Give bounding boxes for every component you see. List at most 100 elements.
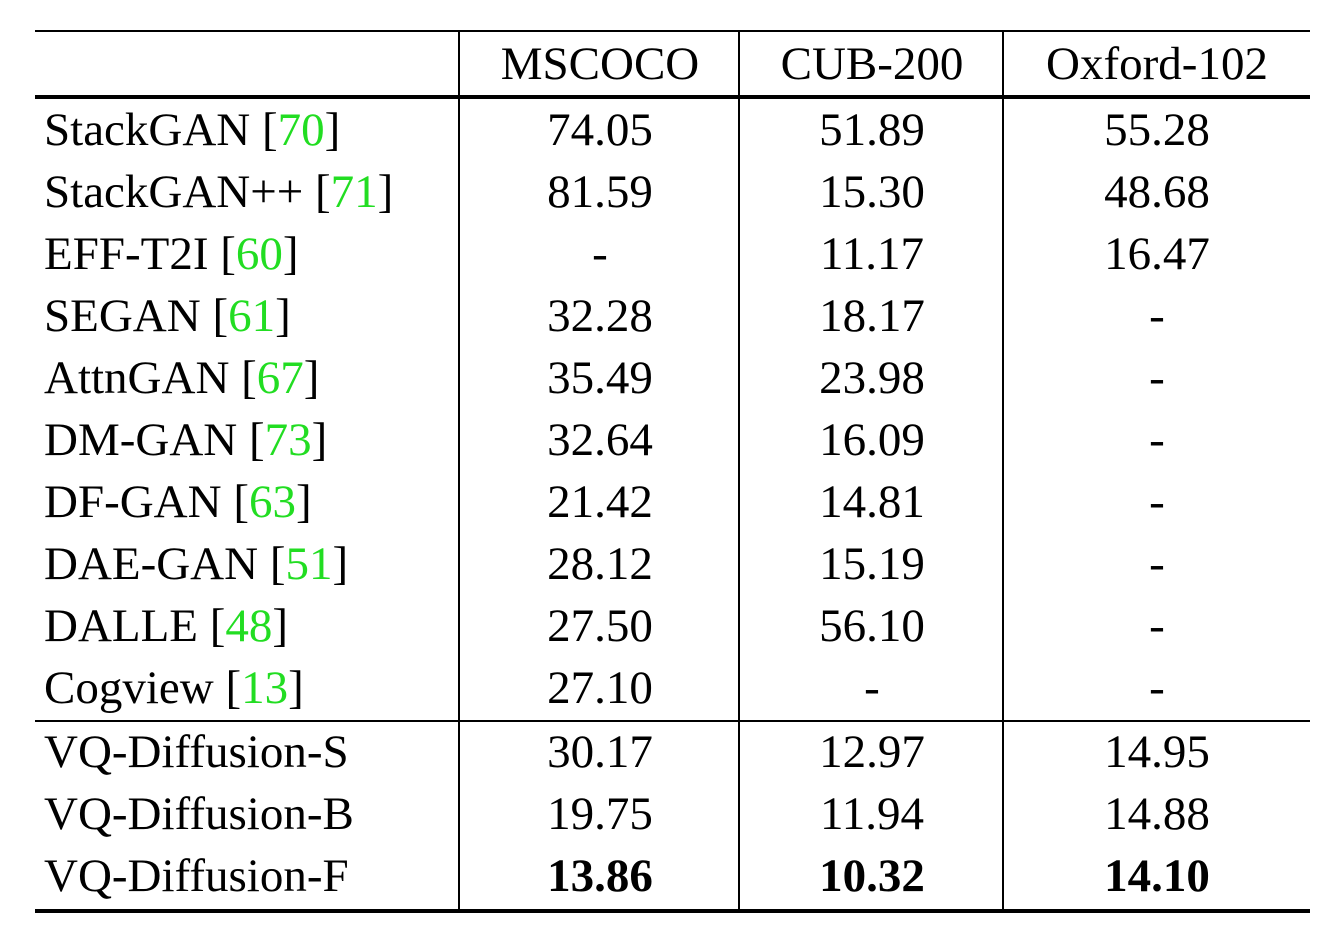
bracket-open: [ xyxy=(221,476,249,528)
cell-oxford: - xyxy=(1149,476,1165,528)
cell-mscoco: 21.42 xyxy=(547,476,653,528)
cell-cub: 23.98 xyxy=(819,352,925,404)
cell-oxford: 16.47 xyxy=(1104,228,1210,280)
method-name: VQ-Diffusion-B xyxy=(44,788,354,840)
cell-oxford: - xyxy=(1149,538,1165,590)
results-table: MSCOCO CUB-200 Oxford-102 StackGAN [70] 7… xyxy=(35,30,1310,914)
cell-mscoco: 30.17 xyxy=(547,726,653,778)
bracket-open: [ xyxy=(303,166,331,218)
cell-cub: 16.09 xyxy=(819,414,925,466)
citation-link[interactable]: 71 xyxy=(330,166,378,218)
citation-link[interactable]: 73 xyxy=(264,414,312,466)
cell-oxford: - xyxy=(1149,662,1165,714)
citation-link[interactable]: 70 xyxy=(277,104,325,156)
bracket-close: ] xyxy=(324,104,341,156)
method-name: StackGAN++ [71] xyxy=(44,161,393,223)
cell-cub: 12.97 xyxy=(819,726,925,778)
bracket-open: [ xyxy=(229,352,257,404)
bracket-open: [ xyxy=(258,538,286,590)
method-label: DM-GAN xyxy=(44,414,238,466)
method-name: DALLE [48] xyxy=(44,595,288,657)
method-name: EFF-T2I [60] xyxy=(44,223,299,285)
bracket-open: [ xyxy=(250,104,278,156)
cell-oxford: 55.28 xyxy=(1104,104,1210,156)
bracket-close: ] xyxy=(272,600,289,652)
cell-cub: 56.10 xyxy=(819,600,925,652)
bracket-close: ] xyxy=(275,290,291,342)
method-name: SEGAN [61] xyxy=(44,285,291,347)
cell-oxford: 14.10 xyxy=(1104,850,1210,902)
method-label: DF-GAN xyxy=(44,476,222,528)
col-divider-1 xyxy=(458,30,460,913)
cell-oxford: 14.95 xyxy=(1104,726,1210,778)
col-divider-2 xyxy=(738,30,740,913)
col-divider-3 xyxy=(1002,30,1004,99)
citation-link[interactable]: 67 xyxy=(256,352,304,404)
cell-cub: - xyxy=(864,662,880,714)
cell-mscoco: 35.49 xyxy=(547,352,653,404)
citation-link[interactable]: 60 xyxy=(235,228,283,280)
cell-oxford: - xyxy=(1149,290,1165,342)
citation-link[interactable]: 61 xyxy=(228,290,276,342)
cell-cub: 51.89 xyxy=(819,104,925,156)
cell-mscoco: 32.28 xyxy=(547,290,653,342)
cell-oxford: - xyxy=(1149,600,1165,652)
top-rule xyxy=(35,30,1310,32)
cell-cub: 11.17 xyxy=(819,228,924,280)
method-name: VQ-Diffusion-F xyxy=(44,850,349,902)
method-label: StackGAN++ xyxy=(44,166,304,218)
cell-oxford: 14.88 xyxy=(1104,788,1210,840)
cell-mscoco: 74.05 xyxy=(547,104,653,156)
bracket-close: ] xyxy=(295,476,312,528)
bracket-close: ] xyxy=(303,352,320,404)
header-oxford-102: Oxford-102 xyxy=(1046,38,1268,90)
method-label: DALLE xyxy=(44,600,199,652)
bracket-open: [ xyxy=(198,600,226,652)
citation-link[interactable]: 63 xyxy=(248,476,296,528)
bracket-open: [ xyxy=(237,414,265,466)
method-name: StackGAN [70] xyxy=(44,99,340,161)
bracket-open: [ xyxy=(213,662,242,714)
bracket-open: [ xyxy=(208,228,236,280)
method-label: DAE-GAN xyxy=(44,538,259,590)
bracket-close: ] xyxy=(311,414,328,466)
method-name: AttnGAN [67] xyxy=(44,347,319,409)
cell-cub: 15.19 xyxy=(819,538,925,590)
col-divider-3-body xyxy=(1002,99,1004,913)
cell-mscoco: 13.86 xyxy=(547,850,653,902)
bottom-rule xyxy=(35,909,1310,913)
header-mscoco: MSCOCO xyxy=(500,38,700,90)
method-label: StackGAN xyxy=(44,104,251,156)
cell-mscoco: 27.10 xyxy=(547,662,653,714)
method-name: Cogview [13] xyxy=(44,657,304,719)
cell-mscoco: 27.50 xyxy=(547,600,653,652)
mid-rule xyxy=(35,720,1310,722)
header-cub-200: CUB-200 xyxy=(780,38,964,90)
bracket-close: ] xyxy=(288,662,304,714)
method-name: VQ-Diffusion-S xyxy=(44,726,349,778)
cell-mscoco: 32.64 xyxy=(547,414,653,466)
method-name: DAE-GAN [51] xyxy=(44,533,348,595)
bracket-close: ] xyxy=(377,166,394,218)
cell-mscoco: 19.75 xyxy=(547,788,653,840)
cell-cub: 10.32 xyxy=(819,850,925,902)
method-label: SEGAN xyxy=(44,290,201,342)
header-rule xyxy=(35,95,1310,99)
cell-oxford: - xyxy=(1149,352,1165,404)
cell-cub: 18.17 xyxy=(819,290,925,342)
method-name: DF-GAN [63] xyxy=(44,471,312,533)
bracket-open: [ xyxy=(200,290,229,342)
cell-oxford: 48.68 xyxy=(1104,166,1210,218)
method-label: AttnGAN xyxy=(44,352,230,404)
cell-cub: 14.81 xyxy=(819,476,925,528)
bracket-close: ] xyxy=(282,228,299,280)
cell-cub: 15.30 xyxy=(819,166,925,218)
citation-link[interactable]: 13 xyxy=(241,662,289,714)
cell-mscoco: - xyxy=(592,228,608,280)
citation-link[interactable]: 51 xyxy=(285,538,333,590)
method-label: Cogview xyxy=(44,662,214,714)
cell-mscoco: 81.59 xyxy=(547,166,653,218)
citation-link[interactable]: 48 xyxy=(225,600,273,652)
method-label: EFF-T2I xyxy=(44,228,209,280)
bracket-close: ] xyxy=(332,538,349,590)
